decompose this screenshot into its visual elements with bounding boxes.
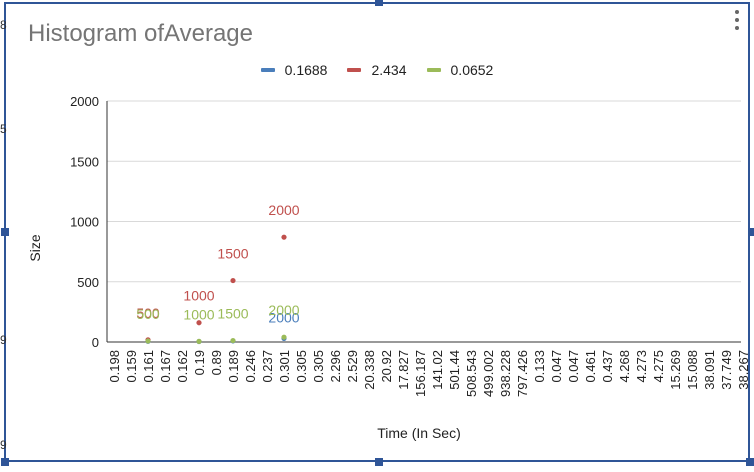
x-tick-label: 38.267 — [736, 350, 751, 390]
resize-handle-bottom-left[interactable] — [1, 458, 9, 466]
chart-frame[interactable] — [4, 2, 750, 462]
x-tick-label: 0.19 — [192, 350, 207, 375]
data-point — [281, 234, 287, 240]
x-tick-label: 37.749 — [719, 350, 734, 390]
data-label: 1000 — [183, 306, 214, 322]
x-tick-label: 0.305 — [294, 350, 309, 383]
data-label: 500 — [136, 306, 160, 322]
x-tick-label: 0.198 — [107, 350, 122, 383]
data-label: 2000 — [268, 202, 299, 218]
sheet-row-label: 8 — [0, 18, 7, 32]
x-tick-label: 141.02 — [430, 350, 445, 390]
data-point — [196, 338, 202, 344]
data-label: 500 — [136, 305, 160, 321]
legend-swatch — [426, 68, 441, 72]
x-tick-label: 0.246 — [243, 350, 258, 383]
data-label: 1500 — [217, 246, 248, 262]
y-axis-title: Size — [27, 234, 43, 261]
chart-title: Histogram ofAverage — [28, 20, 253, 47]
data-point — [145, 338, 151, 344]
x-tick-label: 0.167 — [158, 350, 173, 383]
x-tick-label: 38.091 — [702, 350, 717, 390]
x-tick-label: 938.228 — [498, 350, 513, 397]
legend-label: 0.1688 — [284, 62, 328, 78]
x-tick-label: 20.92 — [379, 350, 394, 383]
y-tick-label: 1500 — [70, 154, 99, 169]
x-tick-label: 0.047 — [566, 350, 581, 383]
y-tick-label: 0 — [92, 335, 99, 350]
y-tick-label: 500 — [77, 275, 99, 290]
legend-item[interactable]: 2.434 — [347, 62, 407, 78]
x-tick-label: 0.047 — [549, 350, 564, 383]
resize-handle-left[interactable] — [1, 228, 9, 236]
y-tick-label: 2000 — [70, 94, 99, 109]
data-point — [230, 277, 236, 284]
x-tick-label: 0.133 — [532, 350, 547, 383]
more-options-icon[interactable] — [733, 10, 741, 34]
x-tick-label: 0.305 — [311, 350, 326, 383]
x-tick-label: 499.002 — [481, 350, 496, 397]
x-tick-label: 15.269 — [668, 350, 683, 390]
resize-handle-bottom[interactable] — [375, 458, 383, 466]
x-tick-label: 501.44 — [447, 350, 462, 390]
x-tick-label: 0.189 — [226, 350, 241, 383]
x-tick-label: 508.543 — [464, 350, 479, 397]
legend-swatch — [347, 68, 362, 72]
x-tick-label: 2.296 — [328, 350, 343, 383]
sheet-row-label: 9 — [0, 438, 7, 452]
y-tick-label: 1000 — [70, 215, 99, 230]
sheet-row-label: 5 — [0, 122, 7, 136]
x-tick-label: 0.159 — [124, 350, 139, 383]
legend-item[interactable]: 0.1688 — [260, 62, 328, 78]
x-tick-label: 20.338 — [362, 350, 377, 390]
data-label: 1500 — [217, 306, 248, 322]
x-tick-label: 0.237 — [260, 350, 275, 383]
x-tick-label: 0.301 — [277, 350, 292, 383]
x-tick-label: 17.827 — [396, 350, 411, 390]
legend-swatch — [260, 68, 275, 72]
x-tick-label: 0.89 — [209, 350, 224, 375]
x-tick-label: 2.529 — [345, 350, 360, 383]
data-point — [281, 334, 287, 340]
x-axis-title: Time (In Sec) — [377, 425, 461, 441]
resize-handle-top[interactable] — [375, 0, 383, 6]
data-point — [230, 337, 236, 344]
x-tick-label: 0.437 — [600, 350, 615, 383]
legend-label: 0.0652 — [450, 62, 494, 78]
x-tick-label: 4.273 — [634, 350, 649, 383]
resize-handle-right[interactable] — [748, 228, 754, 236]
x-tick-label: 4.268 — [617, 350, 632, 383]
legend-item[interactable]: 0.0652 — [426, 62, 494, 78]
legend-label: 2.434 — [371, 62, 407, 78]
x-tick-label: 797.426 — [515, 350, 530, 397]
data-label: 2000 — [268, 302, 299, 318]
x-tick-label: 15.088 — [685, 350, 700, 390]
x-tick-label: 156.187 — [413, 350, 428, 397]
sheet-row-label: 9 — [0, 333, 7, 347]
resize-handle-bottom-right[interactable] — [746, 458, 754, 466]
x-tick-label: 4.275 — [651, 350, 666, 383]
data-point — [196, 320, 202, 326]
data-label: 2000 — [268, 309, 299, 325]
x-tick-label: 0.161 — [141, 350, 156, 383]
chart-legend: 0.1688 2.434 0.0652 — [0, 62, 754, 78]
x-tick-label: 0.461 — [583, 350, 598, 383]
x-tick-label: 0.162 — [175, 350, 190, 383]
data-label: 1000 — [183, 288, 214, 304]
